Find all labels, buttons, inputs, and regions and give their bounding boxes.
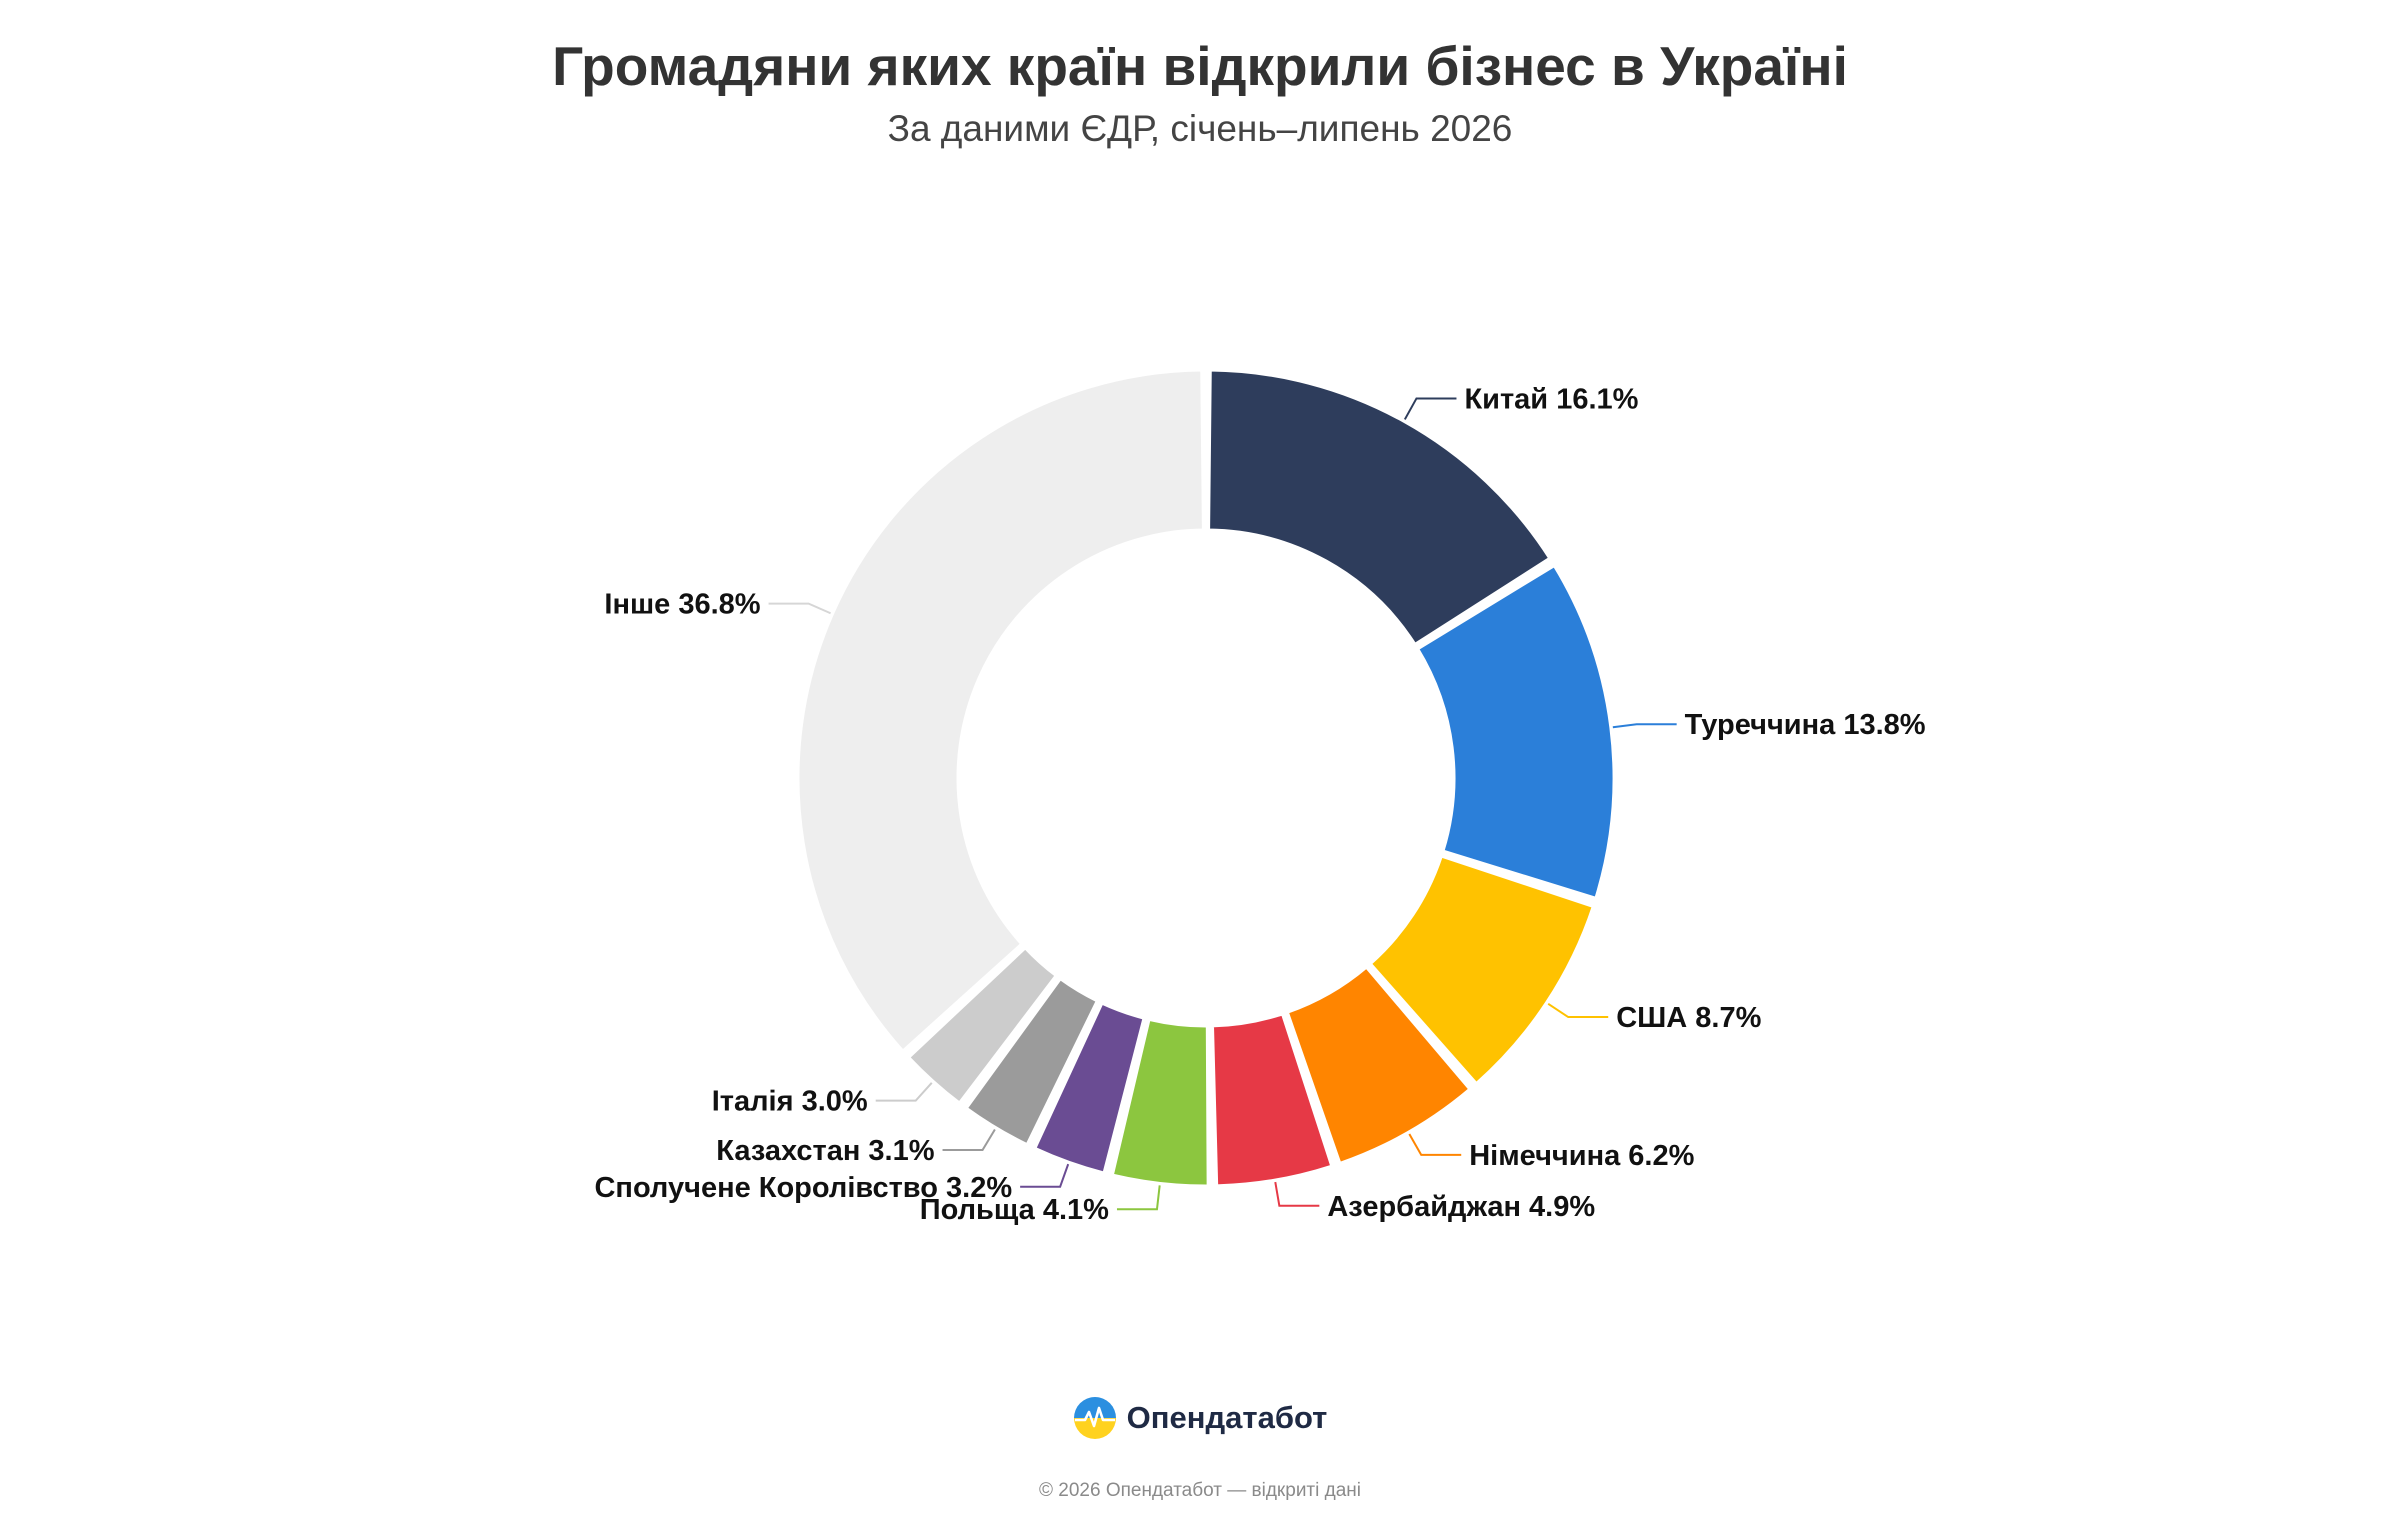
donut-slice-5 [1110, 1017, 1210, 1188]
opendatabot-logo-icon [1073, 1397, 1116, 1439]
donut-slice-9 [796, 368, 1205, 1053]
leader-line-1 [1612, 723, 1677, 729]
donut-slice-3 [1285, 965, 1472, 1165]
footer-copyright: © 2026 Опендатабот — відкриті дані [1039, 1480, 1361, 1501]
chart-title: Громадяни яких країн відкрили бізнес в У… [552, 35, 1848, 97]
brand-name: Опендатабот [1126, 1400, 1328, 1435]
slice-label-2: США 8.7% [1616, 1002, 1761, 1034]
slice-label-0: Китай 16.1% [1464, 383, 1638, 415]
leader-line-7 [942, 1128, 996, 1152]
donut-slice-0 [1207, 368, 1552, 646]
leader-line-5 [1116, 1185, 1161, 1211]
donut-slice-8 [907, 946, 1058, 1105]
slice-label-3: Німеччина 6.2% [1469, 1140, 1694, 1172]
slice-labels: Китай 16.1% Туреччина 13.8% США 8.7% Німечч… [594, 383, 1925, 1226]
brand: Опендатабот [0, 1396, 2400, 1440]
donut-slice-7 [964, 977, 1099, 1147]
leader-line-6 [1020, 1163, 1070, 1188]
slice-label-4: Азербайджан 4.9% [1327, 1191, 1595, 1223]
slice-label-5: Польща 4.1% [920, 1194, 1109, 1226]
donut-chart: Китай 16.1% Туреччина 13.8% США 8.7% Німечч… [594, 368, 1926, 1226]
chart-subtitle: За даними ЄДР, січень–липень 2026 [887, 108, 1513, 149]
leader-line-8 [875, 1082, 933, 1102]
donut-slices [796, 368, 1616, 1188]
slice-label-8: Італія 3.0% [712, 1086, 868, 1118]
leader-line-4 [1274, 1181, 1320, 1207]
leader-line-9 [768, 602, 831, 615]
slice-label-1: Туреччина 13.8% [1685, 709, 1926, 741]
leader-line-0 [1403, 397, 1457, 420]
donut-slice-2 [1368, 854, 1595, 1086]
donut-slice-6 [1033, 1001, 1146, 1175]
slice-label-7: Казахстан 3.1% [716, 1135, 934, 1167]
slice-label-6: Сполучене Королівство 3.2% [594, 1172, 1012, 1204]
donut-slice-1 [1416, 564, 1616, 900]
donut-slice-4 [1211, 1012, 1334, 1188]
label-leader-lines [768, 397, 1677, 1211]
leader-line-2 [1547, 1003, 1609, 1019]
leader-line-3 [1408, 1133, 1462, 1156]
slice-label-9: Інше 36.8% [604, 589, 760, 621]
